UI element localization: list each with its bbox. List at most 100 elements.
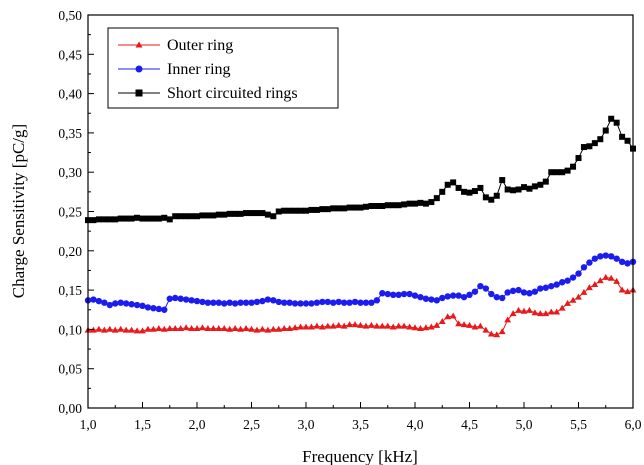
- data-point: [340, 299, 348, 306]
- data-point: [624, 288, 631, 295]
- data-point: [346, 204, 353, 211]
- data-point: [466, 291, 473, 299]
- data-point: [379, 290, 386, 297]
- data-point: [504, 289, 511, 296]
- data-point: [313, 322, 321, 329]
- data-point: [504, 186, 511, 193]
- data-point: [477, 322, 484, 329]
- data-point: [384, 202, 391, 209]
- data-point: [237, 325, 244, 332]
- data-point: [444, 313, 452, 320]
- data-point: [362, 299, 370, 306]
- data-point: [471, 288, 479, 295]
- data-point: [477, 282, 484, 290]
- data-point: [302, 300, 310, 307]
- data-point: [575, 270, 582, 277]
- data-point: [188, 325, 195, 332]
- data-point: [177, 213, 184, 220]
- data-point: [161, 306, 168, 313]
- data-point: [537, 285, 544, 292]
- data-point: [618, 258, 626, 266]
- data-point: [308, 300, 315, 307]
- data-point: [487, 330, 495, 337]
- data-point: [499, 294, 506, 302]
- data-point: [259, 297, 266, 305]
- data-point: [401, 201, 408, 208]
- legend-entry-outer-ring: Outer ring: [118, 37, 233, 54]
- data-point: [144, 215, 151, 222]
- data-point: [591, 280, 599, 287]
- data-point: [133, 301, 141, 309]
- data-point: [122, 300, 130, 307]
- data-point: [428, 296, 435, 303]
- data-point: [330, 299, 337, 306]
- data-point: [553, 281, 560, 288]
- data-point: [368, 299, 375, 306]
- data-point: [215, 325, 223, 332]
- data-point: [286, 207, 293, 214]
- data-point: [379, 202, 386, 209]
- data-point: [237, 210, 244, 217]
- data-point: [318, 323, 326, 330]
- data-point: [378, 322, 386, 329]
- legend-label-inner-ring: Inner ring: [167, 61, 231, 78]
- data-point: [139, 302, 146, 310]
- data-point: [209, 325, 217, 332]
- series-short-circuited-rings: [85, 115, 636, 224]
- data-point: [188, 297, 195, 304]
- data-point: [259, 210, 266, 217]
- data-point: [243, 210, 250, 217]
- data-point: [242, 299, 250, 306]
- data-point: [586, 259, 593, 266]
- data-point: [559, 169, 566, 176]
- data-point: [275, 298, 282, 306]
- data-point: [220, 325, 228, 332]
- data-point: [390, 291, 397, 299]
- legend-entry-inner-ring: Inner ring: [118, 61, 231, 78]
- x-tick-label: 4,0: [407, 417, 424, 432]
- data-point: [357, 321, 364, 328]
- data-point: [117, 325, 125, 332]
- data-point: [182, 296, 190, 303]
- data-point: [194, 213, 200, 220]
- data-point: [575, 155, 582, 162]
- data-point: [444, 293, 451, 300]
- data-point: [586, 284, 593, 291]
- data-point: [221, 300, 228, 307]
- data-point: [204, 212, 211, 219]
- data-point: [160, 325, 168, 332]
- data-point: [400, 322, 408, 329]
- data-point: [412, 200, 418, 207]
- data-point: [199, 212, 206, 219]
- data-point: [449, 312, 457, 319]
- data-point: [275, 208, 282, 215]
- data-point: [449, 292, 457, 299]
- data-point: [286, 299, 293, 306]
- x-tick-label: 4,5: [461, 417, 478, 432]
- data-point: [155, 325, 163, 332]
- data-point: [199, 298, 206, 306]
- data-point: [422, 295, 430, 302]
- y-tick-label: 0,00: [58, 401, 82, 416]
- data-point: [112, 300, 119, 307]
- data-point: [150, 325, 157, 332]
- data-point: [471, 323, 479, 330]
- data-point: [281, 299, 288, 306]
- data-point: [368, 202, 375, 209]
- x-tick-label: 2,5: [243, 417, 260, 432]
- data-point: [232, 210, 239, 217]
- data-point: [139, 327, 146, 334]
- data-point: [624, 137, 631, 144]
- data-point: [297, 207, 304, 214]
- data-point: [373, 297, 381, 304]
- data-point: [509, 287, 517, 295]
- data-point: [373, 202, 380, 209]
- data-point: [373, 322, 381, 329]
- data-point: [389, 323, 397, 330]
- data-point: [112, 216, 119, 223]
- data-point: [133, 327, 141, 334]
- data-point: [433, 195, 440, 202]
- data-point: [308, 206, 315, 213]
- data-point: [199, 324, 206, 331]
- y-tick-label: 0,50: [58, 8, 82, 23]
